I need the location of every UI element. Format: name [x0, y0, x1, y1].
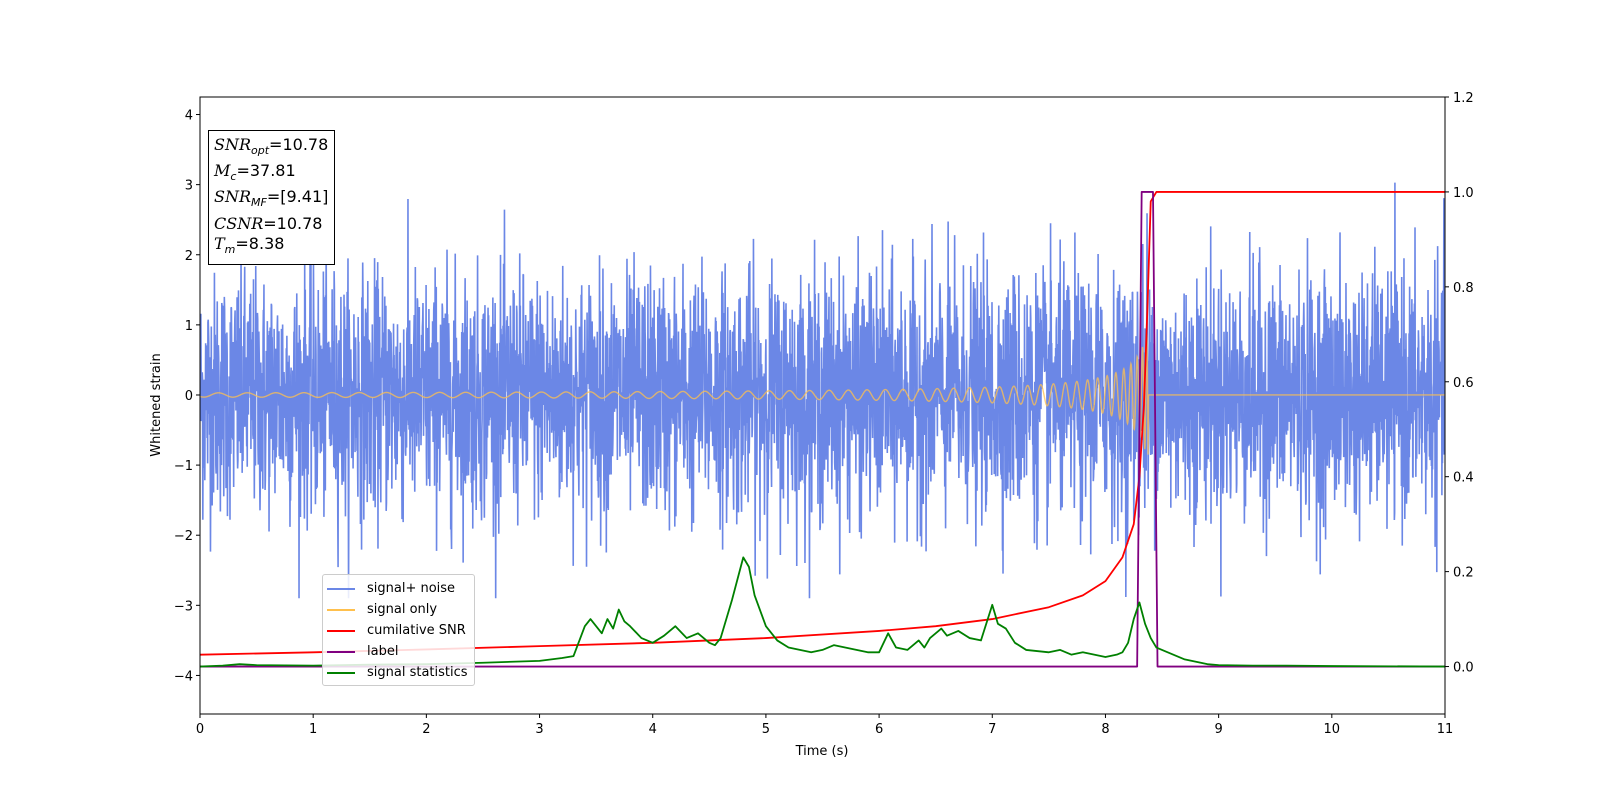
y-right-tick-label: 0.0	[1453, 661, 1474, 676]
series-signal-statistics-line	[200, 556, 1445, 668]
legend-swatch	[327, 587, 355, 590]
series-signal-noise-line	[200, 182, 1445, 599]
x-tick-label: 5	[762, 722, 770, 737]
x-tick-label: 0	[196, 722, 204, 737]
y-right-tick-label: 0.4	[1453, 471, 1474, 486]
x-tick-label: 11	[1437, 722, 1454, 737]
legend-item: signal+ noise	[327, 578, 468, 599]
legend-label: signal+ noise	[367, 581, 456, 596]
csnr-annotation: CSNR=10.78	[214, 213, 323, 233]
x-tick-label: 1	[309, 722, 317, 737]
chirp-mass-annotation: Mc=37.81	[214, 161, 296, 184]
series-cumulative-snr-line	[200, 191, 1445, 656]
y-right-tick-label: 0.6	[1453, 376, 1474, 391]
y-left-tick-label: 3	[185, 179, 193, 194]
y-left-tick-label: −4	[174, 669, 193, 684]
series-label-line	[200, 191, 1445, 668]
legend-label: label	[367, 644, 399, 659]
y-left-tick-label: −3	[174, 599, 193, 614]
x-axis-label: Time (s)	[795, 744, 849, 759]
y-right-tick-label: 1.2	[1453, 91, 1474, 106]
annotation-box: SNRopt=10.78 Mc=37.81 SNRMF=[9.41] CSNR=…	[208, 130, 336, 265]
legend: signal+ noise signal only cumilative SNR la…	[322, 574, 475, 686]
legend-label: signal only	[367, 602, 438, 617]
x-axis: 0 1 2 3 4 5 6 7 8 9 10 11	[196, 714, 1453, 737]
y-right-tick-label: 0.2	[1453, 566, 1474, 581]
x-tick-label: 8	[1101, 722, 1109, 737]
y-axis-label: Whitened strain	[149, 353, 164, 456]
y-left-tick-label: 0	[185, 389, 193, 404]
y-left-tick-label: 4	[185, 109, 193, 124]
plot-frame	[199, 96, 1446, 715]
x-tick-label: 4	[649, 722, 657, 737]
y-left-tick-label: −2	[174, 529, 193, 544]
x-tick-label: 6	[875, 722, 883, 737]
y-right-tick-label: 0.8	[1453, 281, 1474, 296]
y-left-tick-label: 2	[185, 249, 193, 264]
legend-item: cumilative SNR	[327, 620, 468, 641]
merger-time-annotation: Tm=8.38	[214, 233, 285, 256]
x-tick-label: 10	[1324, 722, 1341, 737]
legend-swatch	[327, 608, 355, 611]
legend-swatch	[327, 650, 355, 653]
series-signal-only-line	[200, 333, 1445, 455]
y-left-tick-label: 1	[185, 319, 193, 334]
x-tick-label: 2	[422, 722, 430, 737]
legend-label: cumilative SNR	[367, 623, 466, 638]
y-right-tick-label: 1.0	[1453, 186, 1474, 201]
legend-label: signal statistics	[367, 665, 468, 680]
snr-mf-annotation: SNRMF=[9.41]	[214, 187, 329, 210]
x-tick-label: 7	[988, 722, 996, 737]
legend-item: label	[327, 641, 468, 662]
plot-area	[200, 182, 1445, 668]
legend-swatch	[327, 671, 355, 674]
legend-item: signal statistics	[327, 662, 468, 683]
left-y-axis: 4 3 2 1 0 −1 −2 −3 −4	[174, 109, 200, 684]
legend-swatch	[327, 629, 355, 632]
right-y-axis: 1.2 1.0 0.8 0.6 0.4 0.2 0.0	[1445, 91, 1474, 676]
x-tick-label: 3	[535, 722, 543, 737]
y-left-tick-label: −1	[174, 459, 193, 474]
x-tick-label: 9	[1214, 722, 1222, 737]
legend-item: signal only	[327, 599, 468, 620]
snr-opt-annotation: SNRopt=10.78	[214, 135, 329, 158]
